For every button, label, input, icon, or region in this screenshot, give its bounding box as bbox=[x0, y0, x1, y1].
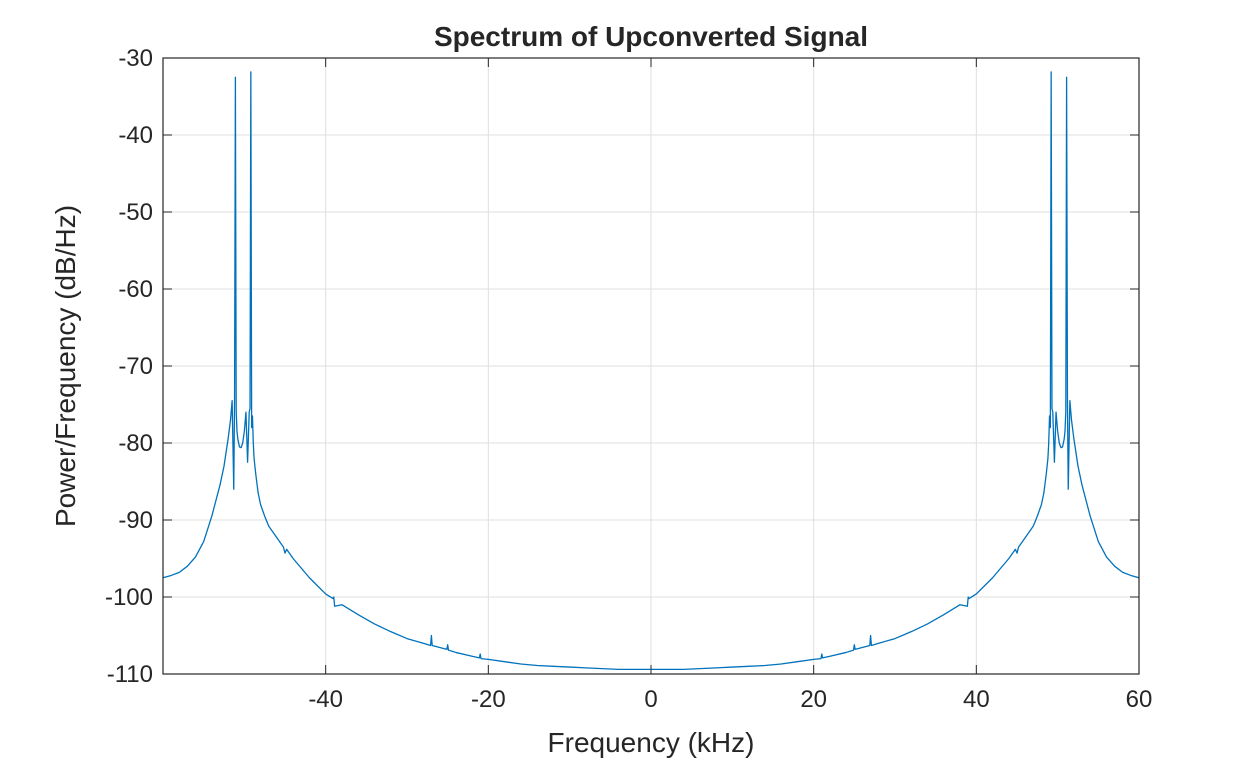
y-tick-label: -40 bbox=[118, 122, 153, 149]
x-tick-label: -40 bbox=[308, 686, 343, 713]
x-tick-labels: -40 -20 0 20 40 60 bbox=[308, 686, 1152, 713]
x-tick-label: 60 bbox=[1126, 686, 1153, 713]
y-tick-label: -30 bbox=[118, 45, 153, 72]
y-tick-label: -70 bbox=[118, 353, 153, 380]
y-tick-labels: -110 -100 -90 -80 -70 -60 -50 -40 -30 bbox=[105, 45, 153, 688]
chart-title: Spectrum of Upconverted Signal bbox=[434, 21, 868, 52]
y-tick-label: -100 bbox=[105, 584, 153, 611]
x-axis-label: Frequency (kHz) bbox=[548, 727, 755, 758]
x-tick-label: 40 bbox=[963, 686, 990, 713]
x-tick-label: 20 bbox=[800, 686, 827, 713]
y-tick-label: -50 bbox=[118, 199, 153, 226]
tick-marks bbox=[163, 57, 1140, 675]
y-tick-label: -60 bbox=[118, 276, 153, 303]
x-tick-label: 0 bbox=[644, 686, 657, 713]
y-tick-label: -90 bbox=[118, 507, 153, 534]
y-axis-label: Power/Frequency (dB/Hz) bbox=[50, 205, 81, 527]
y-tick-label: -110 bbox=[107, 661, 153, 688]
x-tick-label: -20 bbox=[471, 686, 506, 713]
y-tick-label: -80 bbox=[118, 430, 153, 457]
